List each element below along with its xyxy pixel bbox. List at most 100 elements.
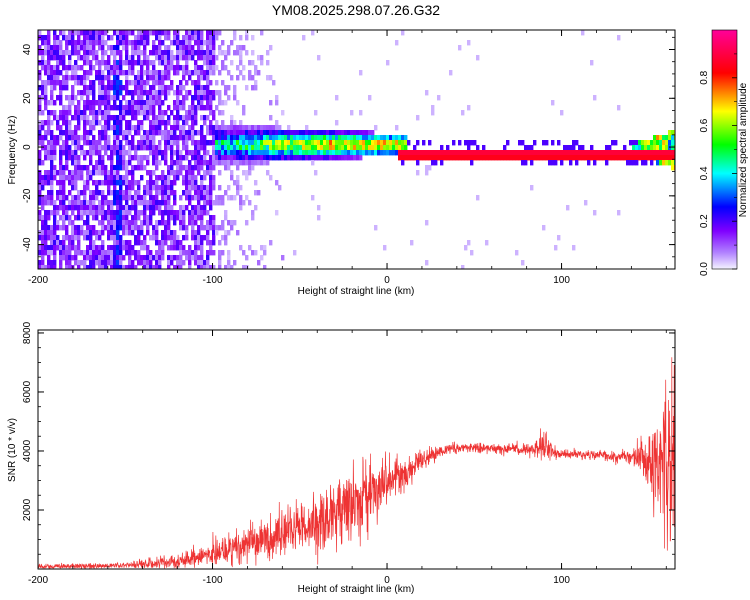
spectrogram-cell bbox=[266, 145, 270, 151]
spectrogram-cell bbox=[593, 95, 597, 101]
spectrogram-cell bbox=[338, 155, 342, 161]
spectrogram-cell bbox=[134, 250, 138, 256]
spectrogram-cell bbox=[110, 50, 114, 56]
spectrogram-cell bbox=[125, 225, 129, 231]
spectrogram-cell bbox=[155, 230, 159, 236]
spectrogram-cell bbox=[92, 100, 96, 106]
spectrogram-cell bbox=[62, 245, 66, 251]
spectrogram-cell bbox=[122, 265, 126, 269]
spectrogram-cell bbox=[185, 145, 189, 151]
spectrogram-cell bbox=[263, 145, 267, 151]
spectrogram-cell bbox=[140, 195, 144, 201]
spectrogram-cell bbox=[161, 150, 165, 156]
spectrogram-cell bbox=[209, 30, 213, 36]
spectrogram-cell bbox=[221, 60, 225, 66]
spectrogram-cell bbox=[419, 155, 423, 161]
spectrogram-cell bbox=[275, 130, 279, 136]
spectrogram-cell bbox=[56, 70, 60, 76]
spectrogram-cell bbox=[191, 230, 195, 236]
spectrogram-cell bbox=[167, 130, 171, 136]
spectrogram-cell bbox=[206, 115, 210, 121]
spectrogram-cell bbox=[113, 140, 117, 146]
spectrogram-cell bbox=[302, 145, 306, 151]
spectrogram-cell bbox=[41, 125, 45, 131]
spectrogram-cell bbox=[185, 70, 189, 76]
spectrogram-cell bbox=[167, 245, 171, 251]
spectrogram-cell bbox=[446, 150, 450, 156]
spectrogram-cell bbox=[92, 65, 96, 71]
spectrogram-cell bbox=[206, 140, 210, 146]
spectrogram-cell bbox=[383, 135, 387, 141]
spectrogram-cell bbox=[134, 50, 138, 56]
spectrogram-cell bbox=[89, 110, 93, 116]
spectrogram-cell bbox=[146, 80, 150, 86]
spectrogram-cell bbox=[344, 155, 348, 161]
spectrogram-cell bbox=[671, 165, 675, 171]
spectrogram-cell bbox=[155, 220, 159, 226]
spectrogram-cell bbox=[71, 255, 75, 261]
spectrogram-cell bbox=[425, 90, 429, 96]
spectrogram-cell bbox=[236, 230, 240, 236]
spectrogram-cell bbox=[644, 145, 648, 151]
spectrogram-cell bbox=[107, 200, 111, 206]
spectrogram-cell bbox=[287, 130, 291, 136]
spectrogram-cell bbox=[92, 40, 96, 46]
spectrogram-cell bbox=[62, 120, 66, 126]
spectrogram-cell bbox=[92, 265, 96, 269]
spectrogram-cell bbox=[200, 255, 204, 261]
spectrogram-cell bbox=[56, 60, 60, 66]
spectrogram-cell bbox=[134, 195, 138, 201]
spectrogram-cell bbox=[152, 45, 156, 51]
spectrogram-cell bbox=[83, 180, 87, 186]
spectrogram-cell bbox=[251, 140, 255, 146]
spectrogram-cell bbox=[215, 135, 219, 141]
spectrogram-cell bbox=[98, 200, 102, 206]
spectrogram-cell bbox=[44, 200, 48, 206]
spectrogram-cell bbox=[38, 160, 42, 166]
spectrogram-cell bbox=[215, 155, 219, 161]
spectrogram-cell bbox=[83, 50, 87, 56]
spectrogram-cell bbox=[215, 150, 219, 156]
spectrogram-cell bbox=[401, 30, 405, 36]
spectrogram-cell bbox=[179, 100, 183, 106]
spectrogram-cell bbox=[200, 160, 204, 166]
spectrogram-cell bbox=[38, 155, 42, 161]
spectrogram-cell bbox=[110, 155, 114, 161]
spectrogram-cell bbox=[71, 85, 75, 91]
spectrogram-cell bbox=[152, 75, 156, 81]
spectrogram-cell bbox=[221, 145, 225, 151]
spectrogram-cell bbox=[221, 130, 225, 136]
spectrogram-cell bbox=[623, 150, 627, 156]
spectrogram-cell bbox=[545, 155, 549, 161]
spectrogram-cell bbox=[203, 55, 207, 61]
spectrogram-cell bbox=[215, 35, 219, 41]
spectrogram-cell bbox=[188, 220, 192, 226]
spectrogram-cell bbox=[71, 50, 75, 56]
spectrogram-cell bbox=[197, 105, 201, 111]
spectrogram-cell bbox=[71, 240, 75, 246]
spectrogram-cell bbox=[89, 155, 93, 161]
spectrogram-cell bbox=[182, 250, 186, 256]
spectrogram-cell bbox=[92, 110, 96, 116]
spectrogram-cell bbox=[527, 145, 531, 151]
spectrogram-cell bbox=[125, 180, 129, 186]
spectrogram-cell bbox=[56, 50, 60, 56]
spectrogram-cell bbox=[560, 160, 564, 166]
spectrogram-cell bbox=[98, 35, 102, 41]
spectrogram-cell bbox=[113, 215, 117, 221]
spectrogram-cell bbox=[62, 205, 66, 211]
spectrogram-cell bbox=[38, 195, 42, 201]
spectrogram-cell bbox=[113, 185, 117, 191]
spectrogram-cell bbox=[302, 135, 306, 141]
spectrogram-cell bbox=[269, 155, 273, 161]
spectrogram-cell bbox=[56, 45, 60, 51]
spectrogram-cell bbox=[71, 175, 75, 181]
spectrogram-cell bbox=[242, 65, 246, 71]
spectrogram-cell bbox=[98, 260, 102, 266]
spectrogram-cell bbox=[263, 265, 267, 269]
spectrogram-cell bbox=[221, 235, 225, 241]
spectrogram-cell bbox=[101, 130, 105, 136]
spectrogram-cell bbox=[194, 195, 198, 201]
spectrogram-cell bbox=[305, 130, 309, 136]
spectrogram-cell bbox=[212, 185, 216, 191]
